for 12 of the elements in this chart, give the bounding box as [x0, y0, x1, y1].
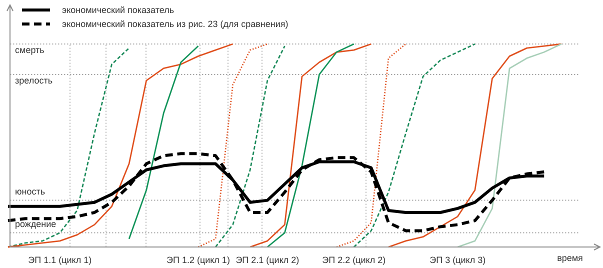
ref-line-label: рождение — [15, 218, 56, 229]
x-tick-label: ЭП 1.2 (цикл 1) — [166, 255, 230, 265]
x-tick-label: ЭП 2.1 (цикл 2) — [236, 255, 300, 265]
x-tick-label: ЭП 1.1 (цикл 1) — [28, 255, 92, 265]
ref-line-label: юность — [15, 186, 46, 196]
x-tick-label: ЭП 3 (цикл 3) — [430, 255, 486, 265]
ref-line-label: смерть — [15, 45, 45, 55]
legend-label: экономический показатель — [62, 5, 174, 16]
legend-label: экономический показатель из рис. 23 (для сравнения) — [62, 19, 288, 30]
x-tick-label: ЭП 2.2 (цикл 2) — [322, 255, 386, 265]
x-axis-title: время — [557, 253, 584, 263]
ref-line-label: зрелость — [15, 75, 53, 86]
